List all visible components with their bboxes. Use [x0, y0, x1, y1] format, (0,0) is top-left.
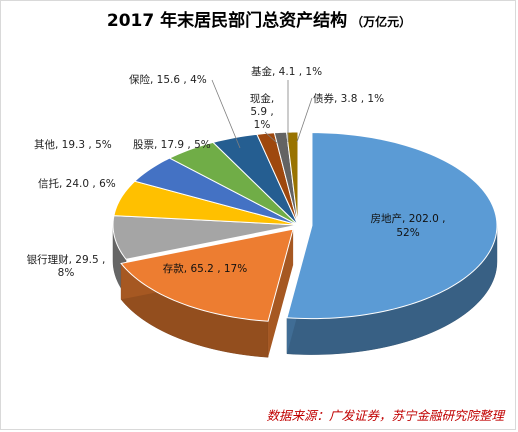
- slice-6: [212, 133, 299, 226]
- data-label-债券: 债券, 3.8 , 1%: [313, 92, 384, 105]
- data-label-现金: 现金,: [250, 92, 274, 105]
- pie-labels: 房地产, 202.0 , 52% 存款, 65.2 , 17% 银行理财, 29.5 …: [27, 65, 446, 279]
- slice-0: [286, 132, 498, 320]
- slice-4: [133, 157, 299, 226]
- data-label-银行理财-line2: 8%: [58, 267, 75, 279]
- slice-3: [113, 180, 299, 226]
- data-label-信托: 信托, 24.0 , 6%: [38, 177, 116, 190]
- chart-title-unit: （万亿元）: [351, 15, 412, 29]
- slice-1: [120, 228, 294, 322]
- data-label-其他: 其他, 19.3 , 5%: [34, 138, 112, 151]
- slice-5: [168, 141, 299, 226]
- slice-8: [273, 131, 299, 226]
- leader-line-债券: [296, 97, 313, 143]
- data-label-现金-line2: 5.9 ,: [250, 106, 273, 118]
- leader-line-保险: [211, 79, 241, 149]
- data-label-保险: 保险, 15.6 , 4%: [129, 73, 207, 86]
- data-label-存款: 存款, 65.2 , 17%: [163, 262, 247, 275]
- slice-7: [256, 132, 299, 226]
- data-label-股票: 股票, 17.9 , 5%: [133, 139, 211, 151]
- data-label-现金-line3: 1%: [254, 119, 271, 131]
- pie-tops: [112, 131, 498, 322]
- chart-title-text: 2017 年末居民部门总资产结构: [106, 11, 348, 31]
- leader-line-现金: [264, 131, 278, 144]
- data-label-房地产-line2: 52%: [396, 227, 419, 239]
- data-label-基金: 基金, 4.1 , 1%: [251, 65, 322, 78]
- slice-9: [286, 131, 299, 226]
- data-label-房地产: 房地产, 202.0 ,: [371, 212, 446, 225]
- data-source-note: 数据来源：广发证券，苏宁金融研究院整理: [266, 408, 504, 423]
- data-label-银行理财: 银行理财, 29.5 ,: [27, 253, 106, 266]
- slice-2: [112, 215, 299, 260]
- chart-title: 2017 年末居民部门总资产结构 （万亿元）: [0, 6, 518, 31]
